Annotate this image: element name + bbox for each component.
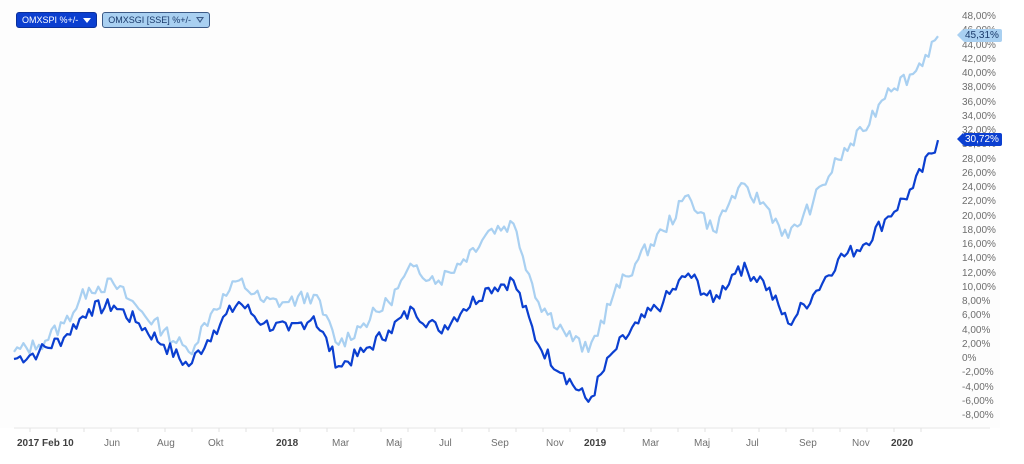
x-tick-label: Maj (694, 438, 711, 449)
x-tick-label: 2018 (276, 438, 299, 449)
last-value-flag-omxspi: 30,72% (957, 133, 1002, 146)
legend-item-omxsgi[interactable]: OMXSGI [SSE] %+/- (102, 12, 211, 28)
y-tick-label: 34,00% (962, 110, 996, 122)
legend-label-omxsgi: OMXSGI [SSE] %+/- (108, 15, 192, 25)
legend-item-omxspi[interactable]: OMXSPI %+/- (16, 12, 98, 28)
y-tick-label: -6,00% (962, 395, 994, 407)
y-tick-label: 24,00% (962, 182, 996, 193)
y-tick-label: 18,00% (962, 224, 996, 236)
y-tick-label: -4,00% (962, 381, 994, 393)
y-tick-label: 8,00% (962, 296, 991, 307)
y-tick-label: 10,00% (962, 281, 996, 293)
y-tick-label: 4,00% (962, 324, 991, 336)
y-tick-label: -2,00% (962, 367, 994, 379)
y-tick-label: 6,00% (962, 310, 991, 322)
x-tick-label: 2020 (891, 438, 914, 449)
x-tick-label: Mar (332, 438, 350, 449)
y-tick-label: 48,00% (962, 11, 996, 22)
x-tick-label: Mar (642, 438, 660, 449)
y-tick-label: 36,00% (962, 96, 996, 108)
plot-area (0, 0, 1000, 428)
legend: OMXSPI %+/- OMXSGI [SSE] %+/- (16, 12, 211, 28)
last-value-flag-omxsgi: 45,31% (957, 29, 1002, 42)
y-tick-label: 16,00% (962, 239, 996, 250)
dropdown-triangle-outline-icon (196, 17, 205, 23)
x-tick-label: Okt (208, 438, 224, 449)
y-tick-label: 14,00% (962, 253, 996, 265)
y-tick-label: 44,00% (962, 39, 996, 51)
x-tick-label: Maj (386, 438, 403, 449)
x-tick-label: Aug (157, 438, 175, 449)
y-tick-label: 26,00% (962, 167, 996, 179)
y-tick-label: 28,00% (962, 153, 996, 165)
y-tick-label: 2,00% (962, 338, 991, 350)
legend-label-omxspi: OMXSPI %+/- (22, 15, 79, 25)
x-tick-label: Sep (491, 438, 509, 449)
series-line-omxsgi (13, 35, 939, 356)
y-tick-label: 20,00% (962, 210, 996, 222)
y-tick-label: 22,00% (962, 196, 996, 208)
x-tick-label: Nov (546, 438, 564, 449)
x-tick-label: 2019 (584, 438, 607, 449)
dropdown-triangle-icon (83, 17, 92, 23)
x-tick-label: Nov (852, 438, 870, 449)
y-tick-label: 12,00% (962, 267, 996, 279)
x-tick-label: Sep (799, 438, 817, 449)
x-tick-label: Jun (104, 438, 121, 449)
x-tick-label: Jul (746, 438, 759, 449)
y-tick-label: 0% (962, 353, 977, 364)
series-line-omxspi (13, 139, 940, 403)
y-tick-label: 32,00% (962, 125, 996, 136)
y-tick-label: 38,00% (962, 82, 996, 94)
x-axis-tick-marks (29, 428, 922, 432)
y-tick-label: 40,00% (962, 68, 996, 79)
x-tick-label: 2017 Feb 10 (17, 438, 74, 449)
x-tick-label: Jul (439, 438, 452, 449)
y-tick-label: -8,00% (962, 410, 994, 421)
y-tick-label: 42,00% (962, 53, 996, 65)
